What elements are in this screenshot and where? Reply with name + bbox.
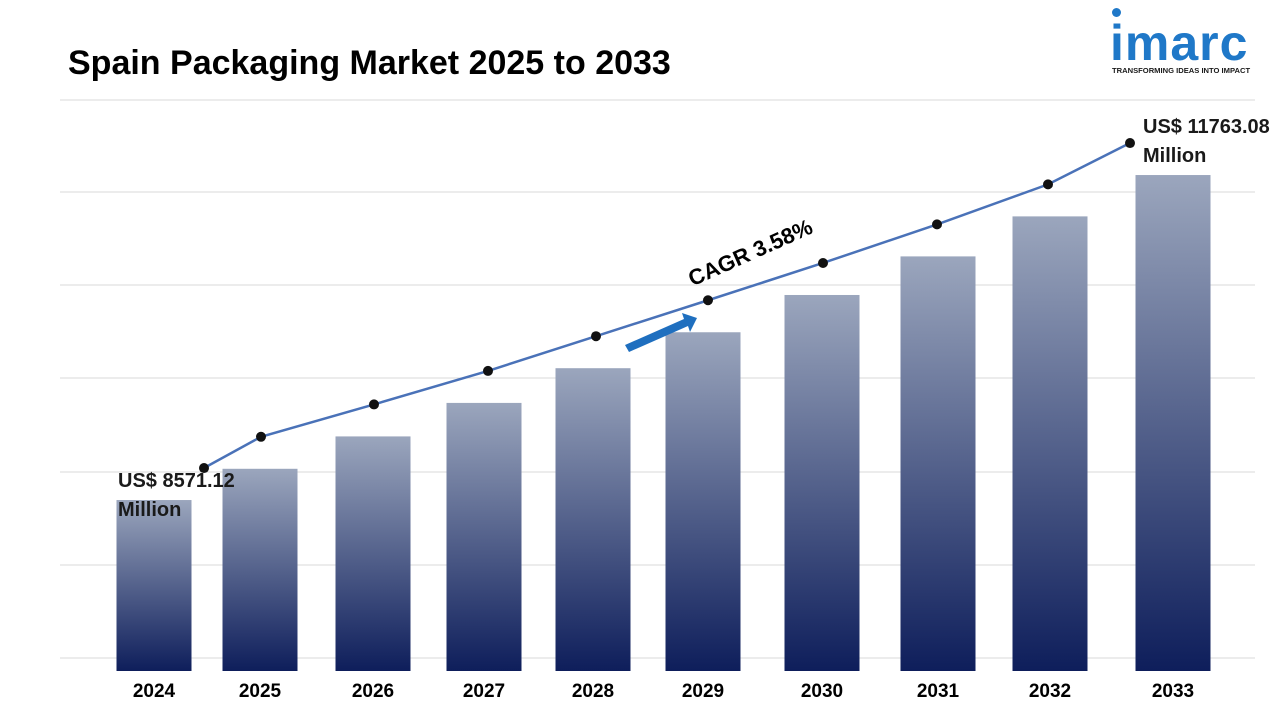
bar-2032 bbox=[1012, 216, 1088, 672]
x-tick-label-2024: 2024 bbox=[133, 681, 176, 702]
trend-line bbox=[199, 138, 1135, 474]
x-tick-label-2032: 2032 bbox=[1029, 681, 1071, 702]
bar-2025 bbox=[222, 468, 298, 671]
line-point-2030 bbox=[818, 257, 828, 268]
bar-2029 bbox=[665, 332, 741, 671]
bar-2026 bbox=[335, 436, 411, 671]
bar-2028 bbox=[555, 368, 631, 671]
x-tick-label-2033: 2033 bbox=[1152, 681, 1194, 702]
x-tick-label-2029: 2029 bbox=[682, 681, 724, 702]
end-value-line2: Million bbox=[1143, 145, 1207, 167]
bar-2031 bbox=[900, 256, 976, 671]
x-tick-label-2025: 2025 bbox=[239, 681, 282, 702]
line-point-2028 bbox=[591, 331, 601, 342]
bar-2027 bbox=[446, 402, 522, 671]
line-point-2027 bbox=[483, 365, 493, 376]
x-tick-label-2026: 2026 bbox=[352, 681, 394, 702]
x-tick-label-2031: 2031 bbox=[917, 681, 960, 702]
end-value-line1: US$ 11763.08 bbox=[1143, 116, 1270, 138]
line-point-2025 bbox=[256, 431, 266, 442]
bar-2030 bbox=[784, 294, 860, 671]
bar-2033 bbox=[1135, 175, 1211, 671]
line-point-2031 bbox=[932, 219, 942, 230]
logo-wordmark: imarc bbox=[1110, 15, 1249, 71]
page-title: Spain Packaging Market 2025 to 2033 bbox=[68, 44, 671, 82]
bars bbox=[116, 175, 1211, 672]
bar-2024 bbox=[116, 500, 192, 671]
x-tick-label-2027: 2027 bbox=[463, 681, 505, 702]
cagr-arrow bbox=[625, 313, 697, 352]
trend-line-path bbox=[203, 141, 1131, 470]
line-point-2033 bbox=[1125, 138, 1135, 149]
cagr-arrow-icon bbox=[625, 313, 697, 352]
line-point-2026 bbox=[369, 399, 379, 410]
line-point-2029 bbox=[703, 295, 713, 306]
line-point-2032 bbox=[1043, 179, 1053, 190]
x-tick-label-2030: 2030 bbox=[801, 681, 843, 702]
imarc-logo: imarc TRANSFORMING IDEAS INTO IMPACT bbox=[1108, 8, 1274, 78]
start-value-line2: Million bbox=[118, 499, 182, 521]
start-value-line1: US$ 8571.12 bbox=[118, 470, 235, 492]
line-point-2024 bbox=[199, 463, 209, 474]
logo-dot-icon bbox=[1112, 8, 1121, 17]
x-tick-labels: 2024 2025 2026 2027 2028 2029 2030 2031 2032 2033 bbox=[133, 681, 1194, 702]
x-tick-label-2028: 2028 bbox=[572, 681, 614, 702]
logo-tagline: TRANSFORMING IDEAS INTO IMPACT bbox=[1112, 66, 1251, 75]
end-value-callout: US$ 11763.08 Million bbox=[1143, 113, 1270, 171]
start-value-callout: US$ 8571.12 Million bbox=[118, 467, 235, 525]
